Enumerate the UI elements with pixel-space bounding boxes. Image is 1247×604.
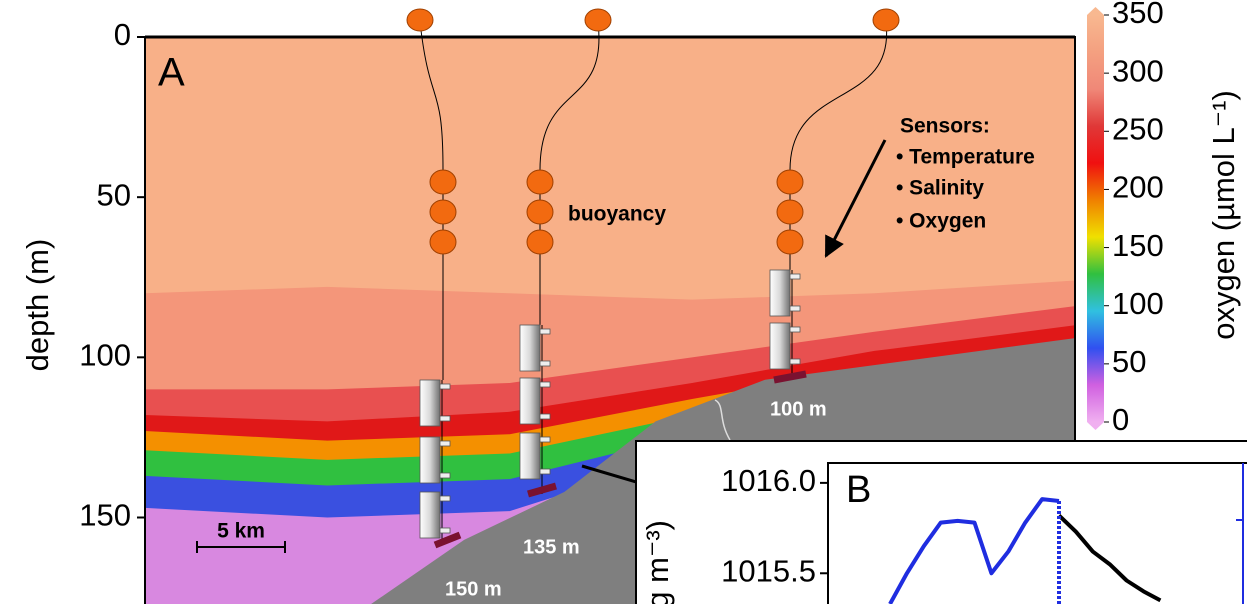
sensor-arrow bbox=[824, 139, 887, 258]
colorbar bbox=[1087, 15, 1104, 422]
anchor bbox=[433, 531, 462, 549]
colorbar-tick-label: 0 bbox=[1112, 402, 1129, 437]
sensor-clamp bbox=[539, 436, 551, 443]
sensor-clamp bbox=[789, 305, 801, 312]
surface-float bbox=[872, 8, 900, 32]
sensor-clamp bbox=[789, 326, 801, 333]
sensor-clamp bbox=[789, 358, 801, 365]
sensor-clamp bbox=[439, 472, 451, 479]
colorbar-tick-label: 150 bbox=[1112, 228, 1164, 263]
buoyancy-float bbox=[429, 229, 457, 255]
colorbar-label: oxygen (µmol L⁻¹) bbox=[1206, 90, 1241, 340]
colorbar-tick-label: 100 bbox=[1112, 286, 1164, 321]
buoyancy-float bbox=[526, 229, 554, 255]
sensor-clamp bbox=[789, 273, 801, 280]
density-line bbox=[888, 497, 1060, 604]
y-tick-label: 100 bbox=[79, 338, 131, 373]
buoyancy-label: buoyancy bbox=[568, 203, 666, 226]
sensor-clamp bbox=[439, 415, 451, 422]
buoyancy-float bbox=[429, 199, 457, 225]
y-tick-label: 150 bbox=[79, 498, 131, 533]
sensor-clamp bbox=[539, 360, 551, 367]
sensor-clamp bbox=[539, 413, 551, 420]
colorbar-cap-bottom bbox=[1087, 422, 1104, 430]
sensor bbox=[419, 491, 441, 539]
sensor-clamp bbox=[539, 468, 551, 475]
panel-label: A bbox=[158, 51, 185, 95]
mooring-line bbox=[419, 21, 444, 380]
buoyancy-float bbox=[776, 169, 804, 195]
sensor bbox=[519, 432, 541, 480]
anchor bbox=[527, 482, 557, 498]
sensor-clamp bbox=[439, 383, 451, 390]
sensor bbox=[519, 377, 541, 425]
colorbar-tick-label: 250 bbox=[1112, 111, 1164, 146]
y-tick-label: 1016.0 bbox=[721, 463, 816, 498]
y-axis-label: g m⁻³) bbox=[640, 520, 675, 604]
sensors-title: Sensors: bbox=[900, 115, 990, 138]
density-line bbox=[1057, 513, 1162, 603]
y-tick-label: 0 bbox=[114, 17, 131, 52]
inset: 1016.0 1015.5 g m⁻³) B bbox=[635, 440, 1247, 604]
buoyancy-float bbox=[776, 229, 804, 255]
sensor-item: • Salinity bbox=[896, 177, 984, 200]
sensor-item: • Temperature bbox=[896, 146, 1035, 169]
sensor-clamp bbox=[439, 495, 451, 502]
mooring-depth-label: 100 m bbox=[770, 398, 827, 420]
mooring-depth-label: 135 m bbox=[523, 536, 580, 558]
buoyancy-float bbox=[526, 169, 554, 195]
scale-bar-label: 5 km bbox=[217, 520, 265, 543]
sensor bbox=[419, 436, 441, 484]
colorbar-tick-label: 300 bbox=[1112, 53, 1164, 88]
surface-float bbox=[406, 8, 434, 32]
sensor-clamp bbox=[539, 381, 551, 388]
sensor-clamp bbox=[439, 527, 451, 534]
sensor-clamp bbox=[539, 328, 551, 335]
mooring-line bbox=[789, 21, 888, 270]
colorbar-tick-label: 200 bbox=[1112, 170, 1164, 205]
colorbar-tick-label: 350 bbox=[1112, 0, 1164, 30]
buoyancy-float bbox=[526, 199, 554, 225]
sensor-item: • Oxygen bbox=[896, 210, 986, 233]
colorbar-tick-label: 50 bbox=[1112, 344, 1146, 379]
mooring-line bbox=[539, 21, 600, 325]
anchor bbox=[773, 370, 807, 384]
sensor bbox=[519, 324, 541, 372]
y-axis-label: depth (m) bbox=[20, 239, 55, 372]
y-tick-label: 1015.5 bbox=[721, 553, 816, 588]
buoyancy-float bbox=[429, 169, 457, 195]
buoyancy-float bbox=[776, 199, 804, 225]
inset-frame bbox=[827, 462, 1247, 604]
sensor-clamp bbox=[439, 440, 451, 447]
sensor bbox=[769, 322, 791, 370]
sensor bbox=[769, 269, 791, 317]
sensor bbox=[419, 379, 441, 427]
series-group bbox=[888, 497, 1162, 604]
colorbar-cap-top bbox=[1087, 7, 1104, 15]
panel-label: B bbox=[846, 469, 871, 511]
y-tick-label: 50 bbox=[97, 177, 131, 212]
crack bbox=[714, 399, 731, 441]
surface-float bbox=[584, 8, 612, 32]
mooring-depth-label: 150 m bbox=[445, 578, 502, 600]
